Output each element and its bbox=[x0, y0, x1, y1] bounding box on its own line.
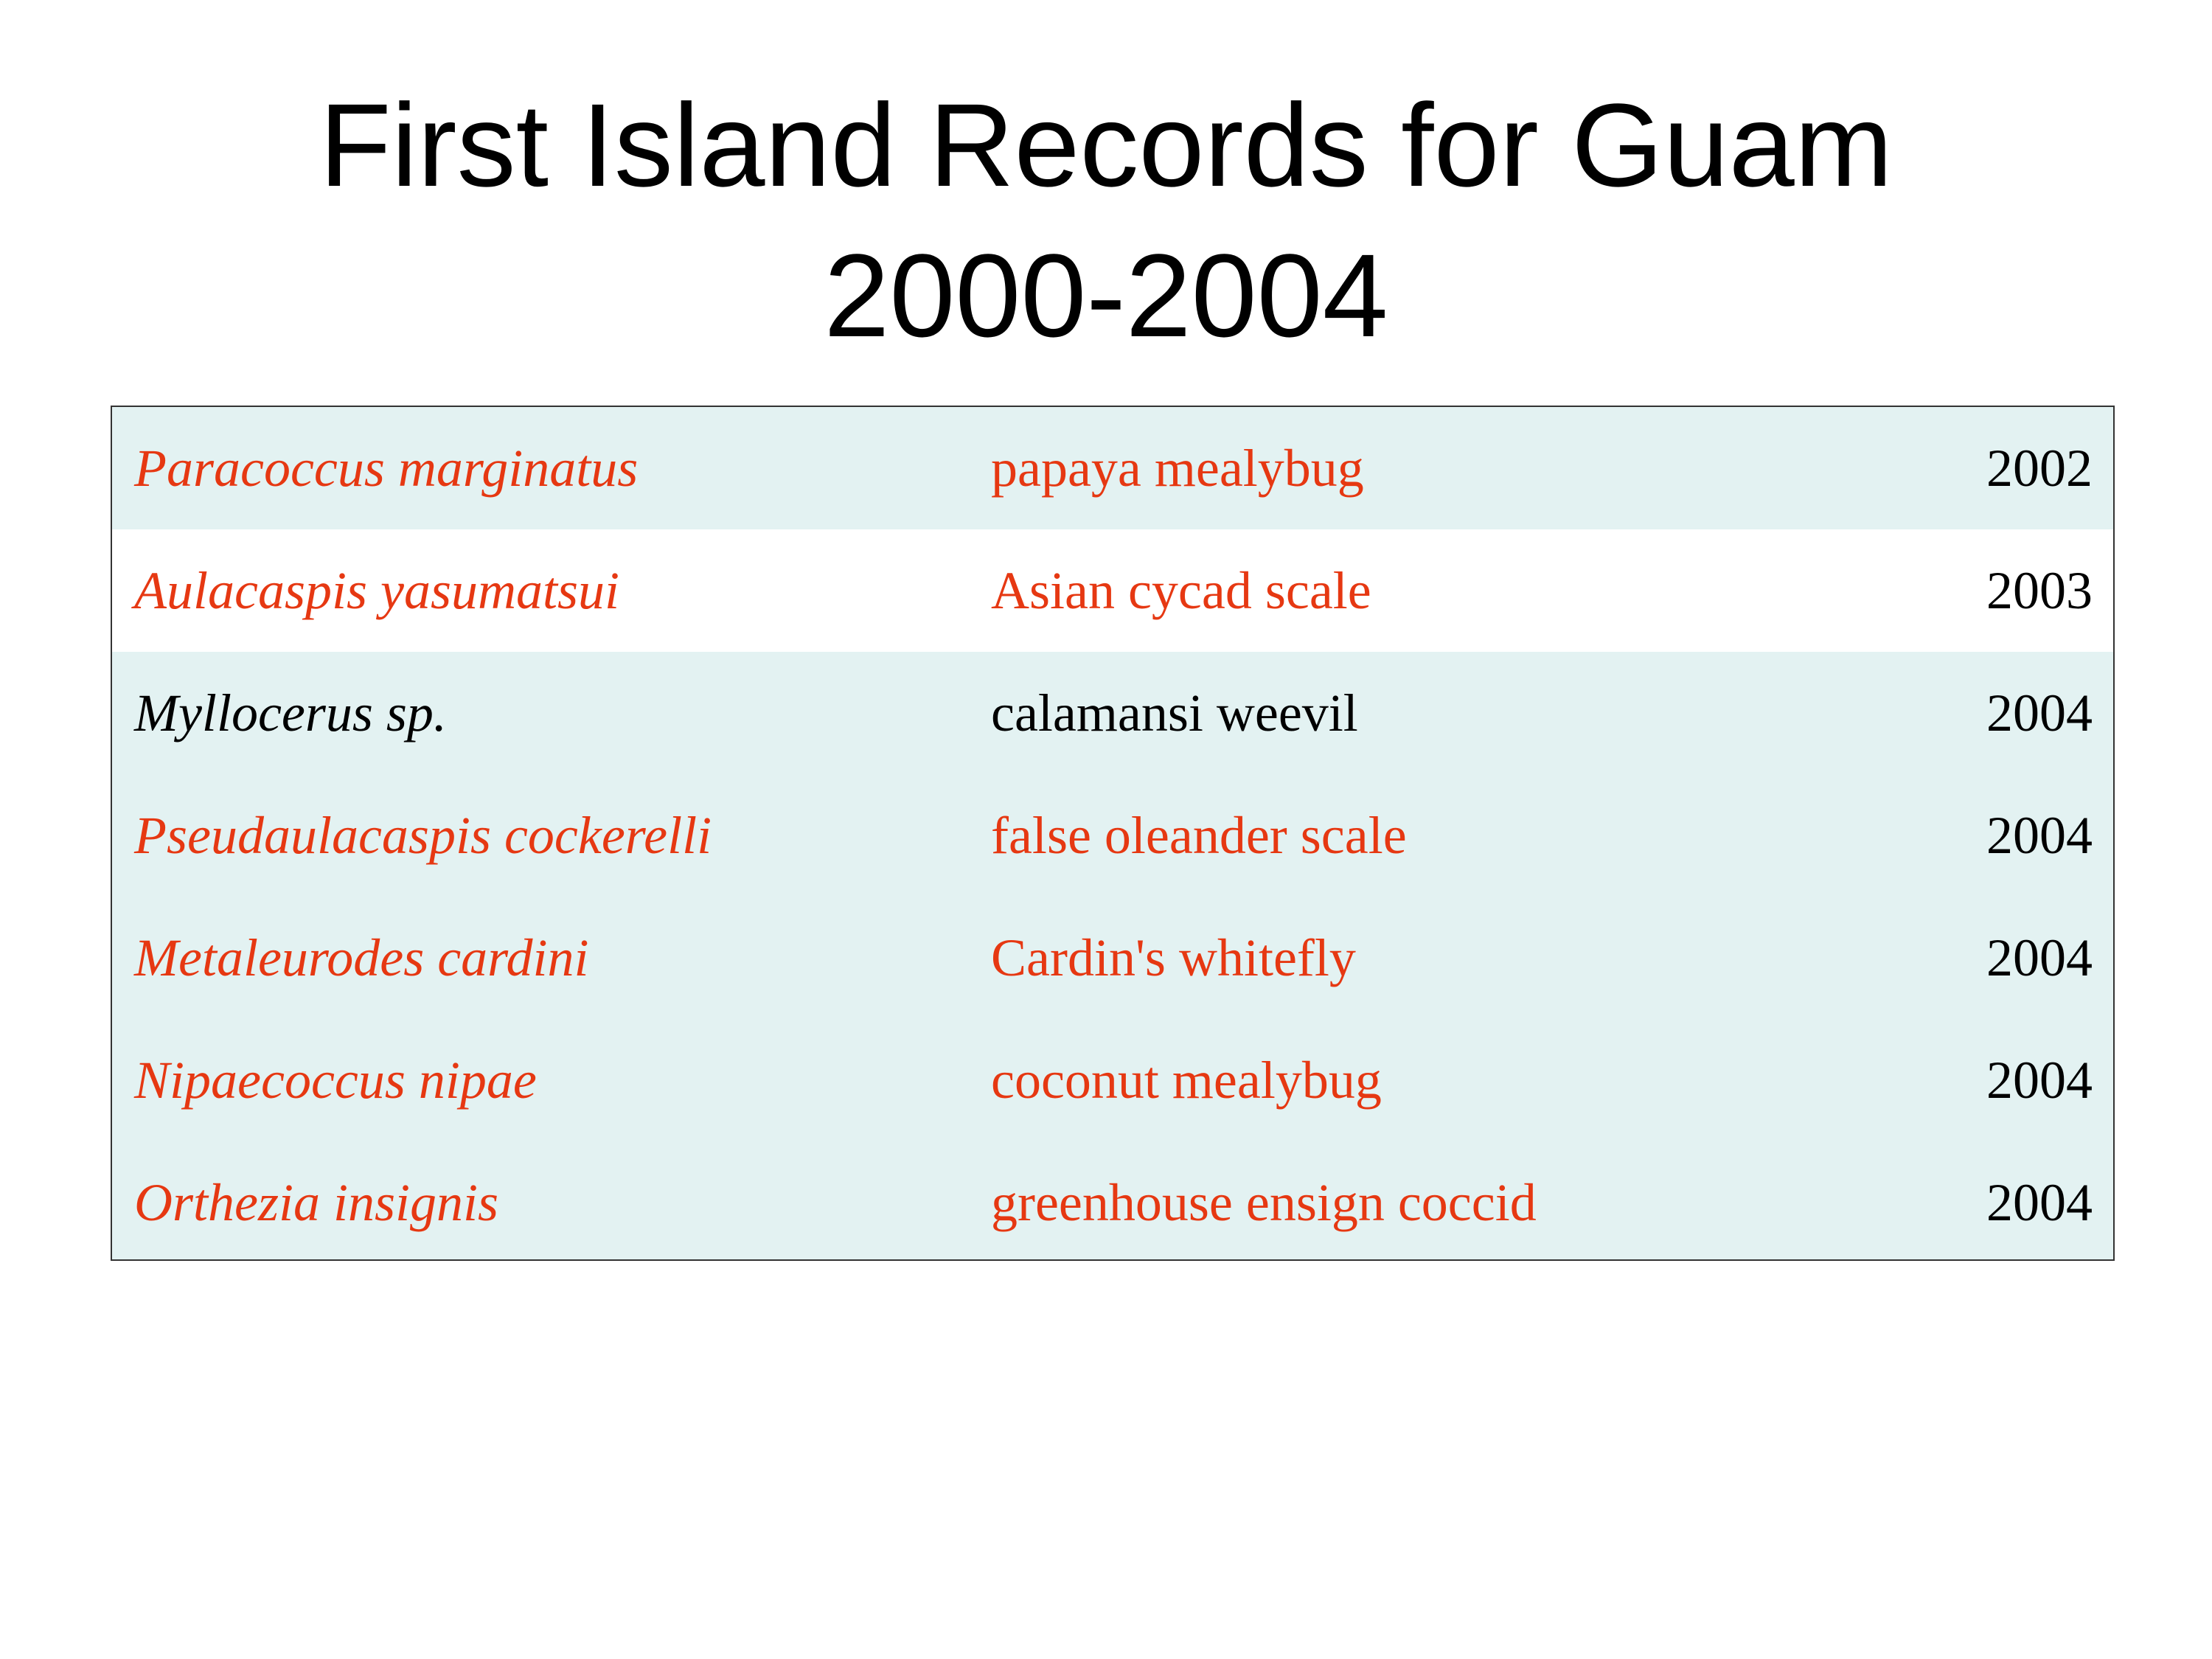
common-name-cell: Asian cycad scale bbox=[991, 561, 1371, 620]
slide-title-line-1: First Island Records for Guam bbox=[319, 79, 1893, 211]
scientific-name-cell: Nipaecoccus nipae bbox=[134, 1051, 537, 1110]
records-table: Paracoccus marginatus papaya mealybug 20… bbox=[111, 406, 2115, 1261]
table-row: Orthezia insignis greenhouse ensign cocc… bbox=[112, 1141, 2113, 1259]
common-name-cell: greenhouse ensign coccid bbox=[991, 1173, 1537, 1232]
slide-title: First Island Records for Guam 2000-2004 bbox=[0, 70, 2212, 371]
table-row: Aulacaspis yasumatsui Asian cycad scale … bbox=[112, 529, 2113, 652]
year-cell: 2004 bbox=[1986, 806, 2093, 865]
common-name-cell: calamansi weevil bbox=[991, 684, 1358, 742]
table-row: Metaleurodes cardini Cardin's whitefly 2… bbox=[112, 897, 2113, 1019]
scientific-name-cell: Pseudaulacaspis cockerelli bbox=[134, 806, 712, 865]
year-cell: 2003 bbox=[1986, 561, 2093, 620]
scientific-name-cell: Orthezia insignis bbox=[134, 1173, 499, 1232]
scientific-name-cell: Metaleurodes cardini bbox=[134, 928, 589, 987]
scientific-name-cell: Paracoccus marginatus bbox=[134, 439, 639, 498]
year-cell: 2004 bbox=[1986, 1173, 2093, 1232]
common-name-cell: coconut mealybug bbox=[991, 1051, 1382, 1110]
common-name-cell: papaya mealybug bbox=[991, 439, 1364, 498]
table-row: Paracoccus marginatus papaya mealybug 20… bbox=[112, 407, 2113, 529]
common-name-cell: false oleander scale bbox=[991, 806, 1407, 865]
year-cell: 2002 bbox=[1986, 439, 2093, 498]
scientific-name-cell: Myllocerus sp. bbox=[134, 684, 447, 742]
common-name-cell: Cardin's whitefly bbox=[991, 928, 1356, 987]
year-cell: 2004 bbox=[1986, 1051, 2093, 1110]
table-row: Nipaecoccus nipae coconut mealybug 2004 bbox=[112, 1019, 2113, 1141]
year-cell: 2004 bbox=[1986, 684, 2093, 742]
scientific-name-cell: Aulacaspis yasumatsui bbox=[134, 561, 619, 620]
table-row: Myllocerus sp. calamansi weevil 2004 bbox=[112, 652, 2113, 774]
slide-title-line-2: 2000-2004 bbox=[824, 229, 1388, 361]
year-cell: 2004 bbox=[1986, 928, 2093, 987]
table-row: Pseudaulacaspis cockerelli false oleande… bbox=[112, 774, 2113, 897]
